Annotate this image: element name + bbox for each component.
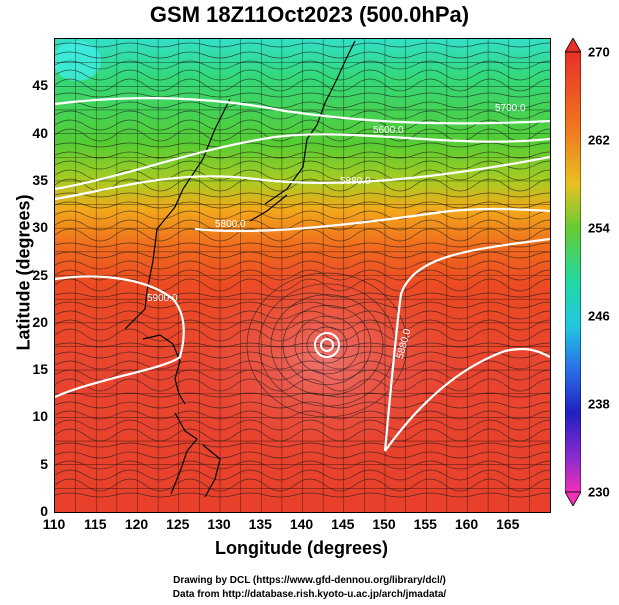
x-tick-label: 130 — [207, 516, 231, 532]
streamline — [55, 101, 550, 109]
x-axis-label: Longitude (degrees) — [214, 538, 388, 558]
cold-pool — [55, 41, 101, 81]
streamline — [55, 451, 550, 459]
streamline — [55, 469, 550, 481]
streamline — [55, 160, 550, 170]
coastlines — [124, 40, 356, 498]
streamline — [55, 301, 550, 309]
svg-text:5600.0: 5600.0 — [373, 125, 404, 136]
colorbar-tick-label: 238 — [588, 396, 610, 412]
streamline — [55, 378, 550, 392]
streamline — [55, 60, 550, 70]
y-tick-label: 0 — [40, 503, 48, 519]
streamline — [55, 401, 550, 409]
streamline — [55, 51, 550, 59]
streamline — [55, 92, 550, 98]
y-tick-label: 20 — [32, 313, 48, 330]
streamline — [55, 442, 550, 448]
y-tick-label: 10 — [32, 408, 48, 425]
x-tick-label: 155 — [413, 516, 437, 532]
streamline — [55, 492, 550, 498]
x-tick-label: 135 — [248, 516, 272, 532]
vortex-streamline — [294, 315, 360, 375]
y-tick-label: 40 — [32, 124, 48, 141]
streamline — [55, 228, 550, 242]
x-tick-label: 165 — [496, 516, 520, 532]
streamline — [55, 69, 550, 81]
svg-text:5800.0: 5800.0 — [215, 219, 246, 230]
streamline — [55, 460, 550, 470]
warm-core-region — [185, 249, 465, 469]
colorbar-tick-label: 262 — [588, 132, 610, 148]
vortex-streamline — [306, 326, 348, 364]
x-tick-label: 140 — [289, 516, 314, 532]
streamline — [55, 310, 550, 320]
streamline — [55, 128, 550, 142]
height-contours — [55, 97, 550, 452]
chart-title: GSM 18Z11Oct2023 (500.0hPa) — [149, 2, 470, 27]
x-tick-label: 145 — [331, 516, 355, 532]
streamline — [55, 419, 550, 431]
svg-text:5700.0: 5700.0 — [495, 103, 526, 114]
y-tick-label: 5 — [40, 455, 48, 472]
streamline — [55, 351, 550, 359]
y-axis-label: Latitude (degrees) — [13, 194, 34, 351]
map-plot-area: 5700.0 5600.0 5800.0 5900.0 5880.0 5880.… — [54, 38, 551, 513]
streamline — [55, 292, 550, 298]
streamline — [55, 151, 550, 159]
vortex-streamline — [246, 272, 408, 418]
streamline — [55, 369, 550, 381]
streamline — [55, 260, 550, 270]
x-tick-label: 160 — [454, 516, 479, 532]
x-tick-label: 120 — [124, 516, 149, 532]
streamline — [55, 410, 550, 420]
streamline — [55, 142, 550, 148]
streamline — [55, 342, 550, 348]
colorbar-tick-label: 254 — [588, 220, 610, 236]
credit-drawing: Drawing by DCL (https://www.gfd-dennou.o… — [173, 575, 446, 586]
y-tick-label: 35 — [32, 171, 48, 188]
streamline — [55, 269, 550, 281]
colorbar-tick-label: 246 — [588, 308, 610, 324]
vortex-streamline — [282, 305, 372, 385]
streamline — [55, 478, 550, 492]
lat-lon-grid — [55, 39, 550, 512]
streamline — [55, 428, 550, 442]
svg-text:5900.0: 5900.0 — [147, 293, 178, 304]
typhoon-center — [314, 332, 340, 358]
credit-data: Data from http://database.rish.kyoto-u.a… — [172, 589, 447, 600]
y-tick-label: 30 — [32, 219, 48, 236]
streamline — [55, 219, 550, 231]
streamline — [55, 192, 550, 198]
streamlines — [55, 42, 550, 498]
x-tick-label: 115 — [83, 516, 107, 532]
streamline — [55, 78, 550, 92]
streamline — [55, 201, 550, 209]
colorbar-tick-label: 230 — [588, 484, 610, 500]
colorbar-tick-label: 270 — [588, 44, 610, 60]
y-tick-label: 45 — [32, 77, 48, 94]
map-svg: 5700.0 5600.0 5800.0 5900.0 5880.0 5880.… — [55, 39, 550, 512]
y-tick-label: 25 — [32, 266, 48, 283]
svg-text:5880.0: 5880.0 — [340, 176, 371, 187]
streamline — [55, 210, 550, 220]
streamline — [55, 319, 550, 331]
x-tick-label: 150 — [372, 516, 396, 532]
streamline — [55, 242, 550, 248]
x-tick-label: 110 — [42, 516, 66, 532]
x-tick-label: 125 — [166, 516, 190, 532]
streamline — [55, 328, 550, 342]
y-tick-label: 15 — [32, 361, 48, 378]
streamline — [55, 110, 550, 120]
streamline — [55, 169, 550, 181]
streamline — [55, 42, 550, 48]
colorbar — [565, 38, 581, 506]
streamline — [55, 251, 550, 259]
vortex-streamline — [270, 294, 384, 396]
